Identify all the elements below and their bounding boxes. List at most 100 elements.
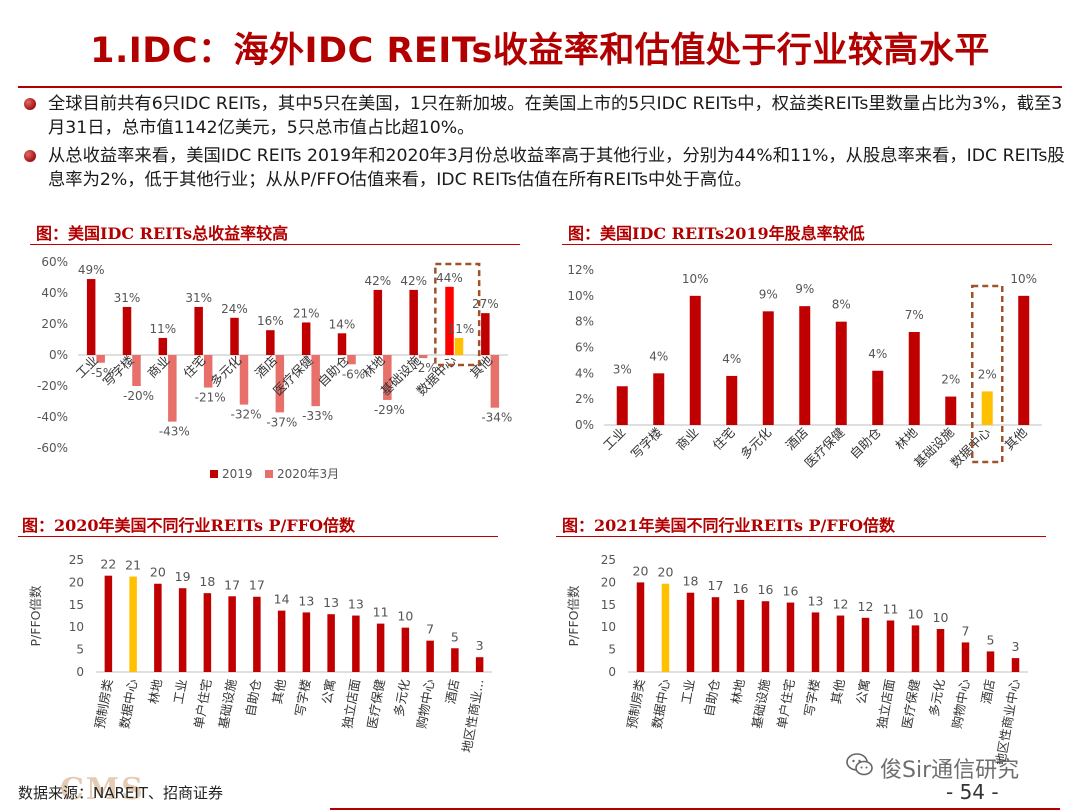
- y-tick-label: 0%: [575, 418, 594, 432]
- bar-2020-mar: [275, 355, 285, 413]
- bar: [908, 332, 920, 425]
- bar: [761, 601, 770, 672]
- data-label-2020-mar: -21%: [195, 391, 226, 405]
- data-label-2020-mar: -29%: [374, 403, 405, 417]
- category-label: 基础设施: [216, 677, 240, 729]
- data-label-2019: 27%: [472, 297, 499, 311]
- category-label: 医疗保健: [801, 424, 847, 470]
- bar: [886, 620, 895, 672]
- data-label: 13: [323, 595, 339, 610]
- bar: [689, 295, 701, 425]
- category-label: 酒店: [443, 678, 462, 705]
- chart-title-divider: [18, 536, 498, 537]
- bar-2019: [194, 306, 203, 355]
- chart-title-divider: [562, 244, 1052, 245]
- data-label-2020-mar: -6%: [342, 367, 365, 381]
- data-label: 17: [708, 578, 724, 593]
- data-label: 16: [783, 584, 799, 599]
- data-label: 11: [373, 605, 389, 620]
- data-source: 数据来源：NAREIT、招商证券: [18, 784, 223, 802]
- bullet-text: 全球目前共有6只IDC REITs，其中5只在美国，1只在新加坡。在美国上市的5…: [48, 94, 1063, 138]
- category-label: 预制房类: [92, 677, 116, 729]
- bar: [661, 583, 670, 672]
- category-label: 医疗保健: [364, 677, 388, 729]
- data-label-2020-mar: 11%: [448, 322, 475, 336]
- category-label: 其他: [1002, 424, 1031, 453]
- bar: [616, 386, 628, 425]
- category-label: 多元化: [737, 424, 774, 461]
- bar-2020-mar: [96, 355, 105, 363]
- category-label: 林地: [728, 677, 747, 705]
- bar: [1011, 658, 1020, 672]
- data-label: 3: [1012, 639, 1020, 654]
- category-label: 多元化: [926, 677, 947, 717]
- chart-pffo-2021: 25 20 15 10 5 0 P/FFO倍数 20 预制房类 20 数据中心 18 工业 17 自助仓 16…: [566, 553, 1028, 764]
- bar-2020-mar: [132, 355, 141, 386]
- y-tick-label: -20%: [37, 379, 68, 393]
- legend-swatch-2020-mar: [265, 470, 273, 478]
- bullet-item: 全球目前共有6只IDC REITs，其中5只在美国，1只在新加坡。在美国上市的5…: [18, 92, 1068, 140]
- data-label-2020-mar: -2%: [413, 361, 436, 375]
- bar-2020-mar: [418, 355, 428, 359]
- bar: [636, 582, 645, 672]
- data-label: 13: [298, 593, 314, 608]
- data-label: 3%: [613, 362, 632, 376]
- y-axis-label: P/FFO倍数: [28, 585, 43, 646]
- data-label: 10%: [1010, 272, 1037, 286]
- data-label-2020-mar: -34%: [481, 411, 512, 425]
- chart-title-pffo-2021: 图：2021年美国不同行业REITs P/FFO倍数: [562, 516, 896, 535]
- category-label: 数据中心: [947, 424, 993, 470]
- y-tick-label: -40%: [37, 410, 68, 424]
- data-label: 19: [175, 569, 191, 584]
- data-label-2020-mar: -43%: [159, 425, 190, 439]
- category-label: 地区性商业...: [459, 678, 487, 754]
- bar: [401, 627, 410, 672]
- bar-2019: [230, 317, 239, 355]
- data-label: 16: [733, 581, 749, 596]
- data-label: 18: [199, 574, 215, 589]
- bar: [799, 306, 811, 425]
- data-label-2020-mar: -5%: [91, 366, 114, 380]
- bar-2019: [266, 330, 275, 355]
- bar: [376, 623, 385, 672]
- y-tick-label: 10: [69, 620, 84, 634]
- bar-2020-mar: [490, 355, 500, 408]
- legend-label-2019: 2019: [222, 467, 253, 481]
- data-label: 20: [658, 565, 674, 580]
- data-label: 18: [683, 574, 699, 589]
- category-label: 林地: [146, 677, 165, 705]
- category-label: 多元化: [391, 677, 412, 717]
- chart-title-dividend-yield: 图：美国IDC REITs2019年股息率较低: [568, 224, 865, 243]
- legend-label-2020-mar: 2020年3月: [277, 467, 339, 481]
- data-label-2019: 31%: [114, 291, 141, 305]
- data-label-2020-mar: -32%: [230, 408, 261, 422]
- data-label: 7: [426, 622, 434, 637]
- y-tick-label: 20%: [41, 317, 68, 331]
- bar-2020-mar: [347, 355, 356, 365]
- y-tick-label: 5: [76, 643, 84, 657]
- data-label: 17: [224, 577, 240, 592]
- category-label: 独立店面: [339, 678, 362, 730]
- bar: [981, 391, 993, 425]
- category-label: 其他: [269, 677, 288, 705]
- y-tick-label: 10: [601, 620, 616, 634]
- bullet-list: 全球目前共有6只IDC REITs，其中5只在美国，1只在新加坡。在美国上市的5…: [18, 92, 1068, 196]
- category-label: 数据中心: [117, 677, 141, 729]
- y-tick-label: 20: [601, 575, 616, 589]
- y-tick-label: 40%: [41, 286, 68, 300]
- bar-2019: [158, 337, 168, 355]
- y-tick-label: 15: [69, 598, 84, 612]
- bullet-text: 从总收益率来看，美国IDC REITs 2019年和2020年3月份总收益率高于…: [48, 146, 1065, 190]
- chart-pffo-2020: 25 20 15 10 5 0 P/FFO倍数 22 预制房类 21 数据中心 20 林地 19 工业 18 单…: [28, 553, 492, 754]
- bar: [253, 596, 261, 672]
- bar-2020-mar: [311, 355, 320, 407]
- bar: [228, 596, 236, 672]
- data-label-2019: 14%: [329, 317, 356, 331]
- bar: [475, 657, 484, 672]
- data-label: 4%: [722, 352, 741, 366]
- category-label: 公寓: [853, 678, 872, 705]
- data-label: 7: [962, 623, 970, 638]
- data-label: 5: [451, 629, 459, 644]
- y-tick-label: 0: [608, 665, 616, 679]
- category-label: 酒店: [978, 678, 997, 705]
